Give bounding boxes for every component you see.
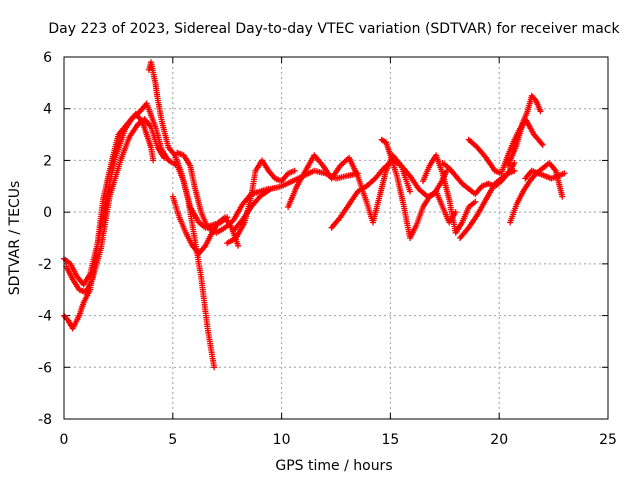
x-tick-label: 5 bbox=[168, 432, 177, 448]
series-arc4 bbox=[145, 59, 218, 371]
series-markers-arc6 bbox=[174, 149, 272, 236]
series-arc6 bbox=[174, 149, 272, 236]
series-markers-arc1 bbox=[61, 110, 157, 332]
y-tick-label: 4 bbox=[43, 102, 52, 118]
series-markers-arc12 bbox=[420, 152, 479, 236]
series-arc18 bbox=[522, 167, 568, 182]
x-tick-label: 0 bbox=[60, 432, 69, 448]
data-points bbox=[61, 59, 568, 371]
x-tick-label: 10 bbox=[273, 432, 291, 448]
x-tick-label: 20 bbox=[490, 432, 508, 448]
series-arc10 bbox=[328, 157, 450, 231]
series-markers-arc5 bbox=[169, 193, 242, 257]
series-markers-arc3 bbox=[63, 116, 168, 296]
series-arc3 bbox=[63, 116, 168, 296]
series-markers-arc16 bbox=[504, 116, 546, 169]
series-markers-arc14 bbox=[457, 167, 518, 241]
series-arc1 bbox=[61, 110, 157, 332]
y-axis-label: SDTVAR / TECUs bbox=[7, 181, 23, 296]
series-arc14 bbox=[457, 167, 518, 241]
x-axis-label: GPS time / hours bbox=[275, 458, 392, 474]
y-tick-label: -8 bbox=[38, 412, 52, 428]
x-tick-label: 15 bbox=[381, 432, 399, 448]
series-markers-arc18 bbox=[522, 167, 568, 182]
y-tick-label: -2 bbox=[38, 257, 52, 273]
chart-title: Day 223 of 2023, Sidereal Day-to-day VTE… bbox=[48, 21, 620, 37]
grid-lines bbox=[64, 57, 608, 419]
plot-frame bbox=[63, 56, 609, 420]
series-markers-arc10 bbox=[328, 157, 450, 231]
series-markers-arc4 bbox=[145, 59, 218, 371]
series-arc12 bbox=[420, 152, 479, 236]
series-arc5 bbox=[169, 193, 242, 257]
series-arc11 bbox=[378, 136, 459, 241]
y-tick-label: 0 bbox=[43, 205, 52, 221]
y-tick-label: 6 bbox=[43, 50, 52, 66]
x-tick-label: 25 bbox=[599, 432, 617, 448]
y-tick-label: 2 bbox=[43, 153, 52, 169]
tick-labels: 0 5 10 15 20 25 -8 -6 -4 -2 0 2 4 6 bbox=[38, 50, 617, 448]
series-arc7 bbox=[224, 157, 298, 247]
series-markers-arc7 bbox=[224, 157, 298, 247]
y-tick-label: -4 bbox=[38, 309, 52, 325]
y-tick-label: -6 bbox=[38, 360, 52, 376]
series-markers-arc11 bbox=[378, 136, 459, 241]
series-arc16 bbox=[504, 116, 546, 169]
